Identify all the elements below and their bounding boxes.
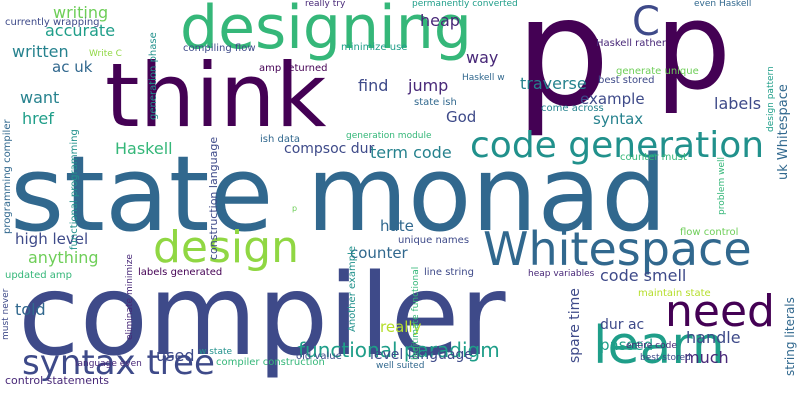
word: Another example	[347, 245, 358, 332]
word: code smell	[600, 266, 687, 285]
word: functional programming	[69, 129, 80, 250]
word: must never	[1, 288, 11, 340]
word: example	[580, 90, 645, 108]
word: problem well	[717, 157, 727, 215]
word: old value	[296, 351, 342, 362]
word: compsoc dur	[284, 141, 375, 157]
word: heap	[420, 11, 460, 30]
word: learn	[593, 316, 725, 376]
word: handle	[686, 328, 741, 347]
word: functional paradigm	[298, 338, 500, 362]
word: compiler	[18, 251, 506, 381]
word: ac uk	[52, 58, 93, 76]
word: really try	[305, 0, 346, 9]
word: passed	[600, 336, 654, 354]
word: even Haskell	[694, 0, 752, 9]
word: best stored	[640, 353, 691, 363]
word: need	[665, 286, 775, 337]
word: p	[292, 204, 298, 213]
word: really	[380, 318, 422, 336]
word: design	[153, 222, 299, 273]
word: currently wrapping	[5, 17, 100, 28]
word: C	[632, 0, 660, 45]
word: high level	[15, 230, 89, 248]
word: writing	[53, 3, 109, 22]
word: counter	[350, 244, 408, 262]
word: line string	[424, 267, 474, 278]
word: legitimate functional	[411, 266, 421, 360]
word: anything	[28, 248, 99, 267]
word: Whitespace	[483, 222, 752, 276]
word: used	[156, 346, 195, 365]
word: compiler construction	[216, 357, 325, 368]
word: find	[358, 76, 389, 95]
word: generation phase	[148, 32, 159, 120]
word: Haskell rather	[596, 38, 666, 49]
word: labels	[714, 94, 762, 113]
word: best stored	[598, 75, 655, 86]
word: think	[105, 44, 327, 147]
word: control statements	[5, 374, 109, 387]
word: permanently converted	[412, 0, 518, 9]
word: generation module	[346, 131, 432, 141]
word: God	[446, 108, 477, 126]
word: generate unique	[616, 66, 699, 77]
word: want	[20, 88, 60, 107]
word: Haskell	[115, 139, 173, 158]
word: heap variables	[528, 269, 595, 279]
word: syntax	[593, 110, 644, 128]
word: Write C	[89, 49, 122, 59]
word: uk Whitespace	[776, 84, 791, 180]
word: counter must	[620, 152, 687, 163]
word: unique names	[398, 235, 470, 246]
word: jump	[408, 76, 449, 95]
word: spare time	[567, 288, 583, 363]
word: Haskell w	[462, 73, 505, 83]
word: design pattern	[766, 66, 776, 132]
word: written	[12, 42, 69, 61]
word: come across	[541, 103, 604, 114]
word: href	[22, 109, 54, 128]
word: much	[684, 348, 729, 367]
word: maintain state	[638, 288, 711, 299]
word: state monad	[10, 133, 668, 255]
word: amp returned	[259, 63, 328, 74]
word: p	[515, 0, 611, 140]
word: entire code	[626, 341, 677, 351]
word: way	[466, 48, 499, 67]
word: hate	[380, 217, 414, 235]
word: traverse	[520, 74, 587, 93]
word: flow control	[680, 227, 739, 238]
word: programming compiler	[2, 119, 13, 234]
word: dur ac	[600, 317, 645, 333]
word: designing	[180, 0, 472, 63]
word: language even	[75, 359, 142, 369]
word: term code	[370, 143, 452, 162]
word: ish data	[260, 134, 301, 145]
word: p	[655, 0, 732, 117]
word: w state	[199, 347, 233, 357]
word: state ish	[414, 97, 457, 108]
word: compiling flow	[183, 43, 256, 54]
word: told	[15, 300, 46, 319]
word: well suited	[376, 361, 425, 371]
word: code generation	[470, 125, 765, 166]
word: level language	[370, 347, 473, 363]
word: accurate	[45, 21, 116, 40]
word: labels generated	[138, 267, 223, 278]
word: updated amp	[5, 270, 72, 281]
word: syntax tree	[22, 343, 215, 383]
word: construction language	[207, 136, 220, 260]
word: minimize use	[341, 42, 408, 53]
word: string literals	[783, 297, 797, 376]
word: eliminate minimize	[125, 254, 135, 340]
